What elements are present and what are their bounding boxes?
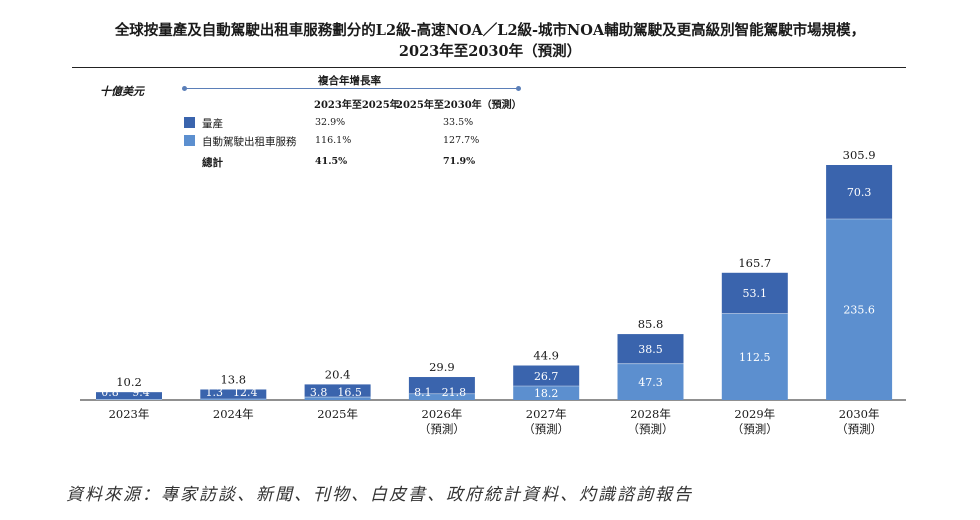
segment-value-label: 112.5 — [739, 351, 771, 364]
legend-cagr2-total: 71.9% — [443, 156, 476, 167]
legend-cagr1-total: 41.5% — [315, 156, 348, 167]
segment-value-label: 53.1 — [743, 287, 768, 300]
legend-label-mass: 量產 — [202, 118, 223, 130]
segment-value-label: 235.6 — [843, 304, 875, 317]
bar-segment — [826, 165, 893, 220]
segment-value-label: 26.7 — [534, 370, 559, 383]
chart-title-line2: 2023年至2030年（預測） — [398, 43, 582, 60]
bar-segment — [721, 313, 788, 400]
cagr-rule — [184, 88, 519, 89]
segment-value-label: 16.5 — [337, 386, 362, 399]
segment-value-label: 47.3 — [638, 376, 663, 389]
cagr-col2-header: 2025年至2030年（預測） — [396, 100, 522, 111]
bar-segment — [617, 334, 684, 364]
segment-value-label: 38.5 — [638, 343, 663, 356]
total-value-label: 10.2 — [116, 375, 142, 389]
x-tick-label: （預測） — [419, 422, 465, 436]
segment-value-label: 21.8 — [442, 386, 467, 399]
chart-title: 全球按量產及自動駕駛出租車服務劃分的L2級-高速NOA／L2級-城市NOA輔助駕… — [0, 20, 980, 62]
chart-title-line1: 全球按量產及自動駕駛出租車服務劃分的L2級-高速NOA／L2級-城市NOA輔助駕… — [114, 22, 866, 39]
x-tick-label: 2030年 — [839, 407, 880, 421]
x-tick-label: 2029年 — [734, 407, 775, 421]
segment-value-label: 70.3 — [847, 186, 872, 199]
x-tick-label: 2027年 — [526, 407, 567, 421]
total-value-label: 165.7 — [738, 256, 771, 270]
legend-cagr2-robotaxi: 127.7% — [443, 135, 480, 146]
x-tick-label: （預測） — [836, 422, 882, 436]
bar-segment — [304, 397, 371, 400]
bar-segment — [826, 219, 893, 400]
total-value-label: 44.9 — [533, 349, 559, 363]
top-rule — [72, 67, 906, 68]
bar-segment — [96, 392, 162, 400]
bar-segment — [200, 399, 267, 400]
total-value-label: 13.8 — [220, 372, 246, 386]
x-tick-label: 2025年 — [317, 407, 358, 421]
legend-cagr1-robotaxi: 116.1% — [315, 135, 352, 146]
cagr-header: 複合年增長率 — [318, 75, 381, 87]
x-tick-label: 2024年 — [213, 407, 254, 421]
legend-swatch-robotaxi — [184, 135, 195, 146]
segment-value-label: 9.4 — [132, 386, 150, 399]
total-value-label: 29.9 — [429, 360, 455, 374]
bar-segment — [617, 363, 684, 400]
bar-segment — [304, 384, 371, 398]
legend-cagr2-mass: 33.5% — [443, 117, 474, 128]
bar-segment — [408, 377, 475, 394]
x-tick-label: （預測） — [523, 422, 569, 436]
total-value-label: 305.9 — [843, 148, 876, 162]
x-tick-label: （預測） — [628, 422, 674, 436]
x-tick-label: 2026年 — [422, 407, 463, 421]
unit-label: 十億美元 — [100, 85, 144, 98]
legend-cagr1-mass: 32.9% — [315, 117, 346, 128]
bar-segment — [721, 272, 788, 314]
bar-segment — [200, 389, 267, 400]
source-note: 資料來源：專家訪談、新聞、刊物、白皮書、政府統計資料、灼識諮詢報告 — [66, 485, 693, 505]
segment-value-label: 3.8 — [310, 386, 328, 399]
cagr-rule-dot-left — [182, 86, 187, 91]
cagr-col1-header: 2023年至2025年 — [314, 100, 400, 111]
bar-segment — [513, 365, 580, 387]
segment-value-label: 8.1 — [414, 386, 432, 399]
legend-label-total: 總計 — [202, 157, 223, 169]
segment-value-label: 12.4 — [233, 386, 258, 399]
total-value-label: 20.4 — [325, 367, 351, 381]
cagr-rule-dot-right — [516, 86, 521, 91]
segment-value-label: 0.8 — [101, 386, 119, 399]
segment-value-label: 1.3 — [206, 386, 224, 399]
bar-chart: 0.8 9.410.2 2023年 1.3 12.413.8 2024年 3.8 16.5 20… — [80, 148, 906, 436]
bar-segment — [513, 386, 580, 400]
x-tick-label: 2023年 — [109, 407, 150, 421]
legend-label-robotaxi: 自動駕駛出租車服務 — [202, 136, 297, 148]
x-tick-label: （預測） — [732, 422, 778, 436]
segment-value-label: 18.2 — [534, 387, 559, 400]
bar-segment — [408, 393, 475, 400]
total-value-label: 85.8 — [638, 317, 664, 331]
x-tick-label: 2028年 — [630, 407, 671, 421]
legend-swatch-mass — [184, 117, 195, 128]
